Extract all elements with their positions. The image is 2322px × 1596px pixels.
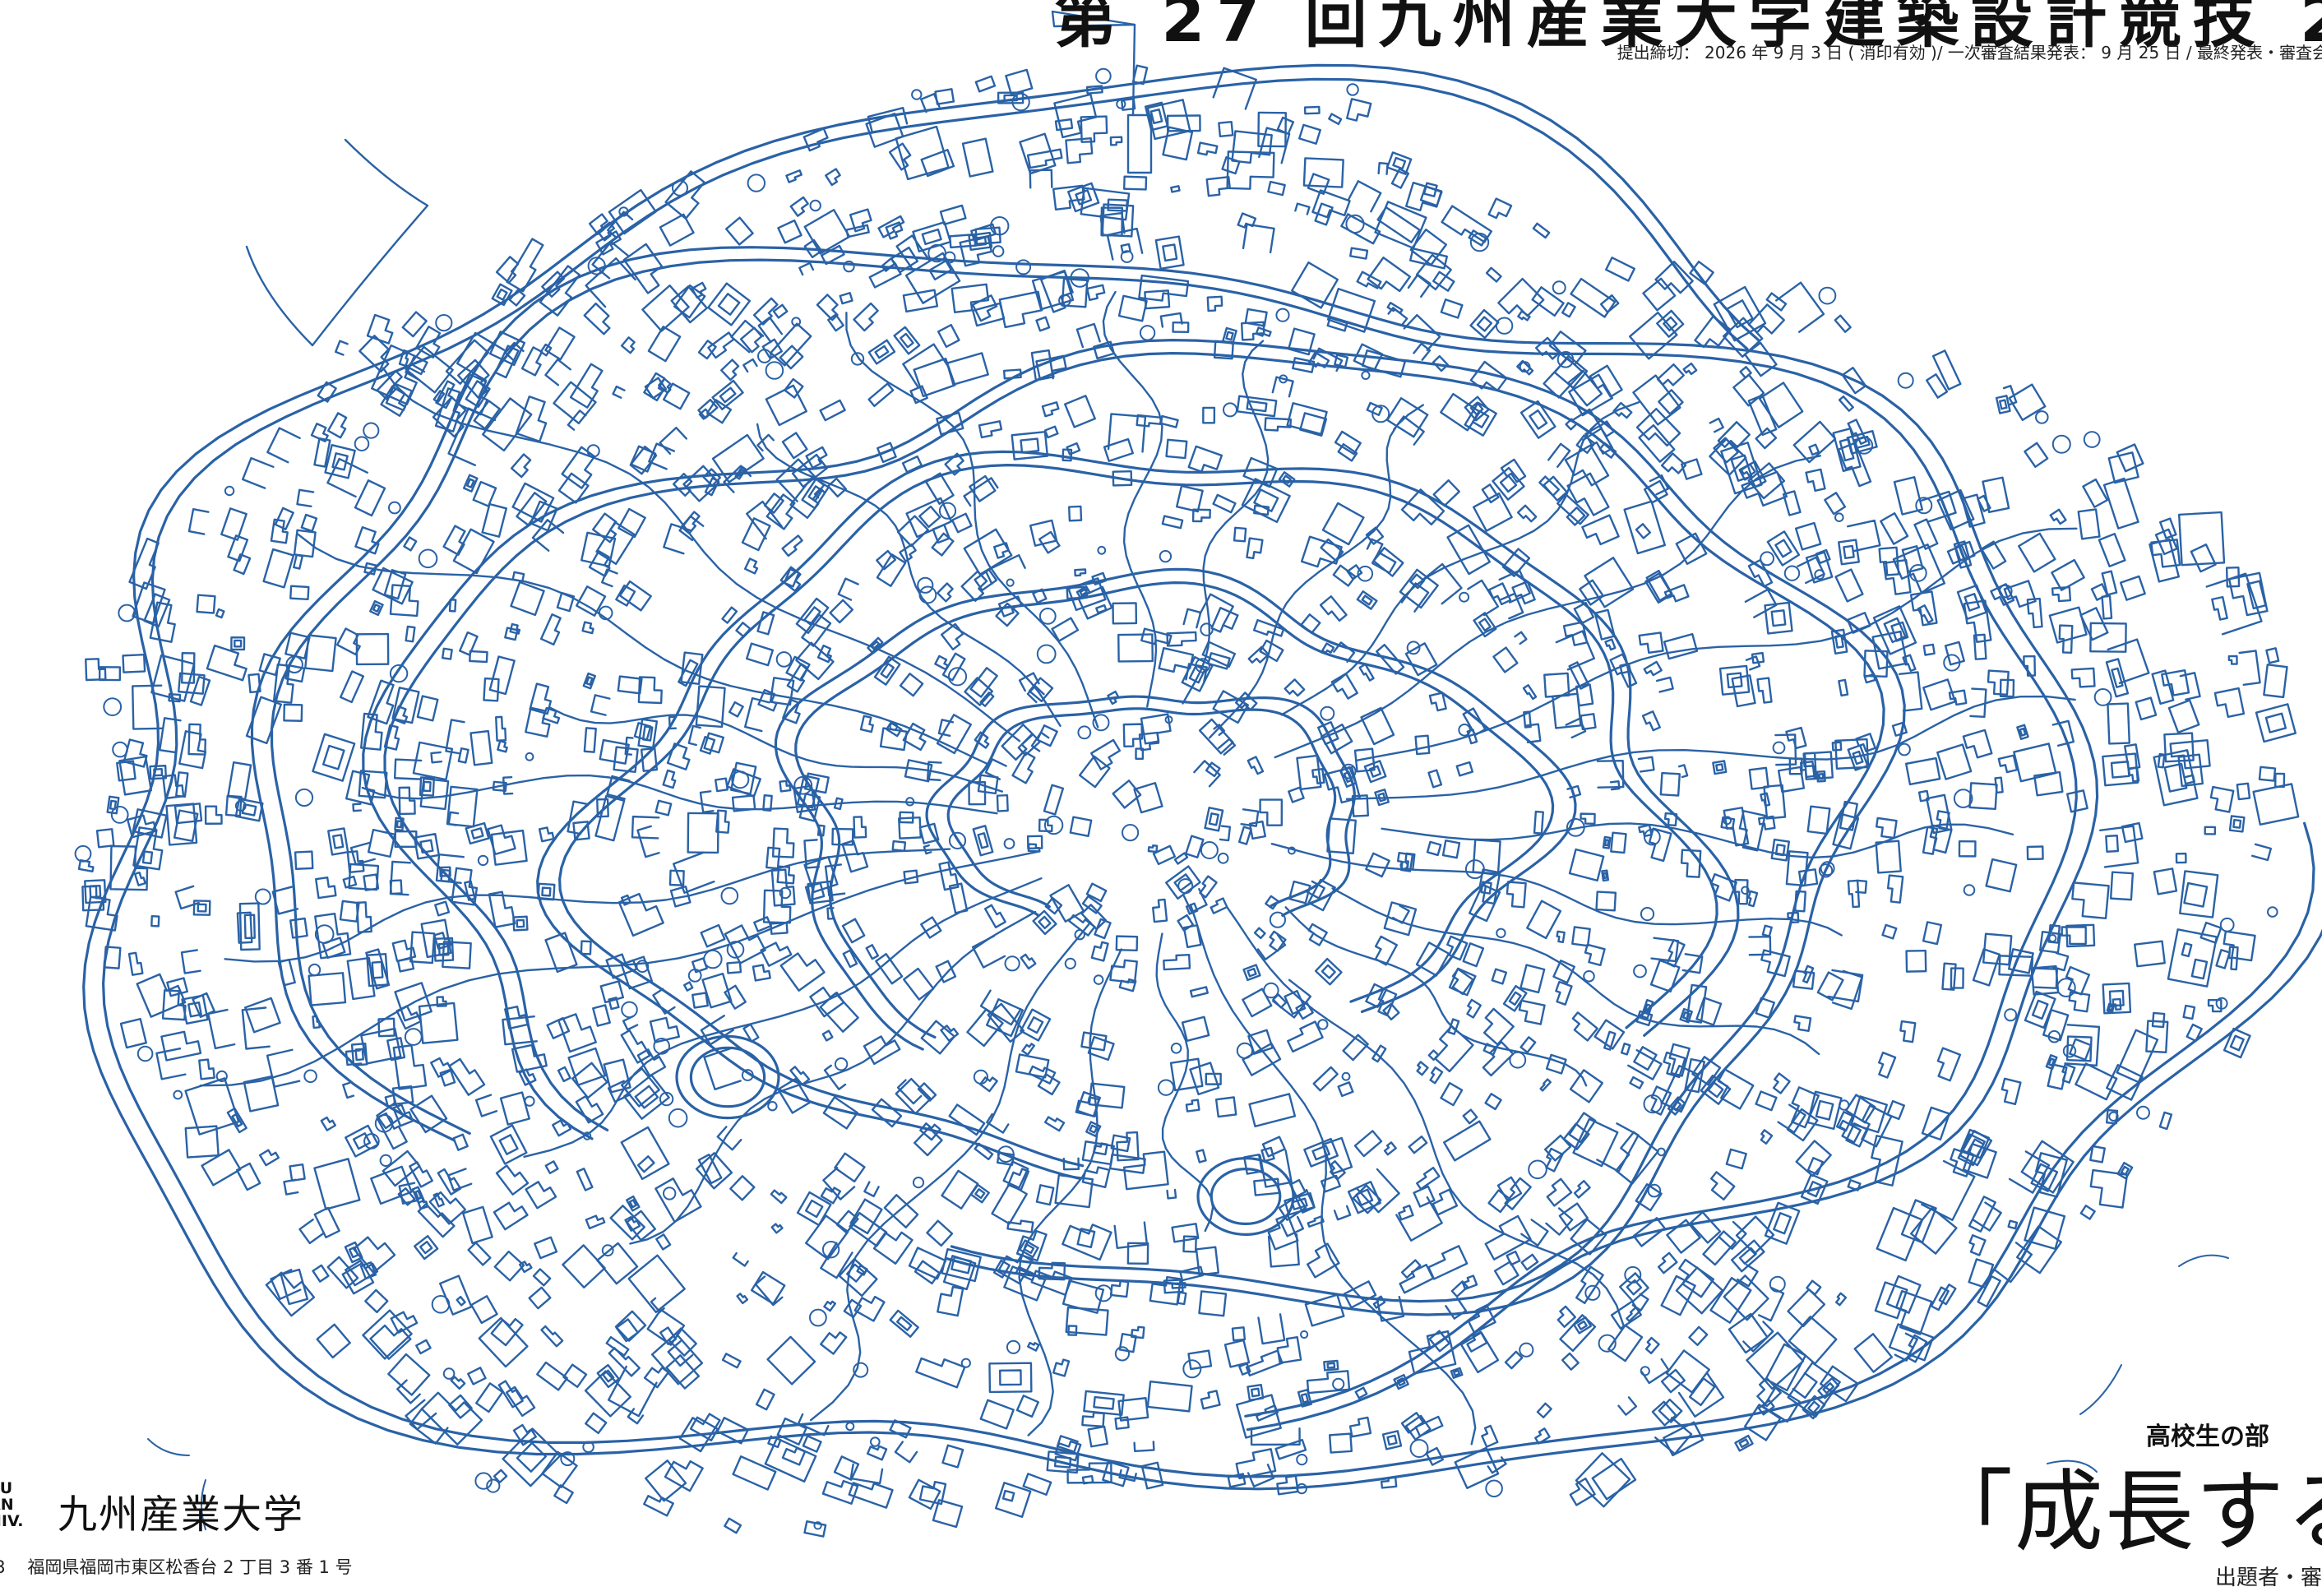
university-name: 九州産業大学 (58, 1492, 305, 1538)
competition-theme: 「成長する (1924, 1461, 2322, 1564)
division-label: 高校生の部 (2146, 1423, 2269, 1451)
examiner-label: 出題者・審 (2215, 1566, 2322, 1590)
address-text: 福岡県福岡市東区松香台 2 丁目 3 番 1 号 (27, 1557, 353, 1577)
postal-code: 03 (0, 1557, 6, 1577)
schedule-line: 提出締切： 2026 年 9 月 3 日 ( 消印有効 )/ 一次審査結果発表：… (1617, 43, 2322, 62)
competition-title: 第 27 回九州産業大学建築設計競技 2 (1053, 0, 2322, 56)
university-logo: YU AN NIV. (0, 1479, 24, 1530)
university-address: 03 福岡県福岡市東区松香台 2 丁目 3 番 1 号 (0, 1554, 353, 1579)
